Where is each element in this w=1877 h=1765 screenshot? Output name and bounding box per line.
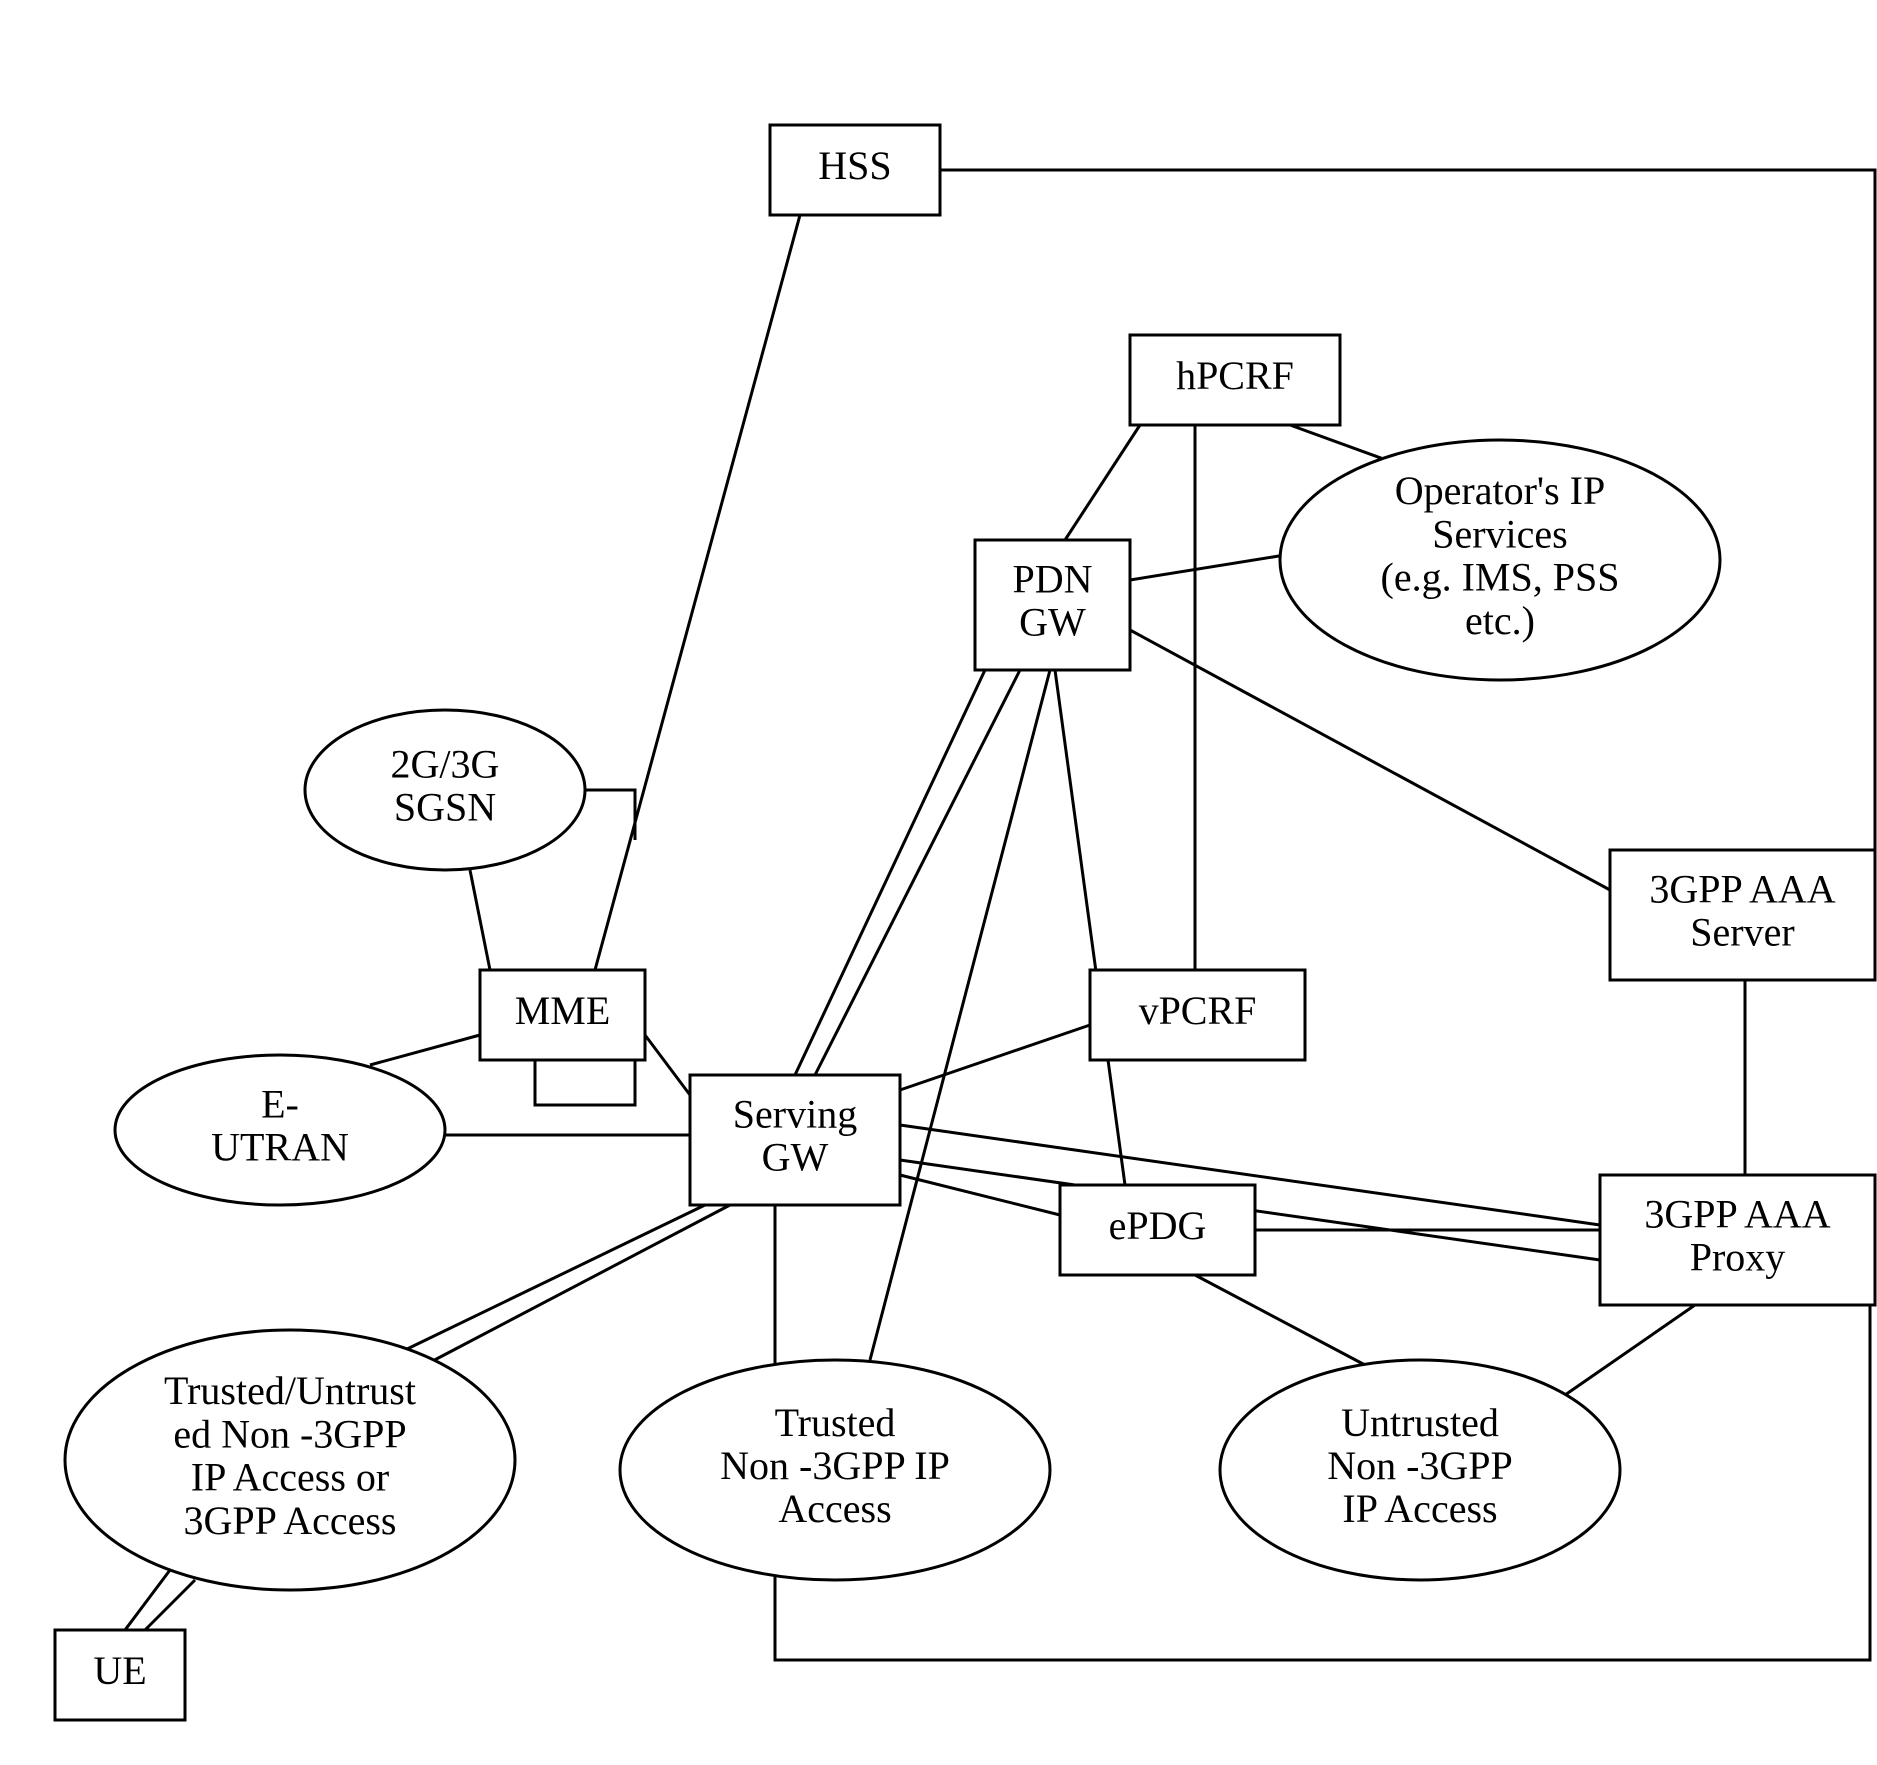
node-vpcrf: vPCRF: [1090, 970, 1305, 1060]
node-tu_access: Trusted/Untrusted Non -3GPPIP Access or3…: [65, 1330, 515, 1590]
node-trusted: TrustedNon -3GPP IPAccess: [620, 1360, 1050, 1580]
node-label-2: PDNGW: [1012, 557, 1092, 645]
node-eutran: E-UTRAN: [115, 1055, 445, 1205]
node-label-6: MME: [515, 988, 611, 1033]
node-label-8: vPCRF: [1139, 988, 1257, 1033]
node-label-13: Trusted/Untrusted Non -3GPPIP Access or3…: [164, 1368, 416, 1543]
node-mme: MME: [480, 970, 645, 1060]
node-hss: HSS: [770, 125, 940, 215]
node-hpcrf: hPCRF: [1130, 335, 1340, 425]
node-epdg: ePDG: [1060, 1185, 1255, 1275]
node-sgsn: 2G/3GSGSN: [305, 710, 585, 870]
node-label-0: HSS: [818, 143, 891, 188]
node-aaa_srv: 3GPP AAAServer: [1610, 850, 1875, 980]
node-sgw: ServingGW: [690, 1075, 900, 1205]
node-label-11: ePDG: [1109, 1203, 1207, 1248]
node-mme_aux: [535, 1060, 635, 1105]
node-label-15: UntrustedNon -3GPPIP Access: [1327, 1400, 1513, 1531]
node-label-16: UE: [93, 1648, 146, 1693]
node-shape-mme_aux: [535, 1060, 635, 1105]
node-pdngw: PDNGW: [975, 540, 1130, 670]
node-untrusted: UntrustedNon -3GPPIP Access: [1220, 1360, 1620, 1580]
node-aaa_proxy: 3GPP AAAProxy: [1600, 1175, 1875, 1305]
node-ue: UE: [55, 1630, 185, 1720]
network-diagram: HSS hPCRF PDNGW Operator's IPServices(e.g. …: [0, 0, 1877, 1765]
node-label-1: hPCRF: [1176, 353, 1294, 398]
node-label-4: 2G/3GSGSN: [391, 742, 500, 830]
node-opip: Operator's IPServices(e.g. IMS, PSSetc.): [1280, 440, 1720, 680]
